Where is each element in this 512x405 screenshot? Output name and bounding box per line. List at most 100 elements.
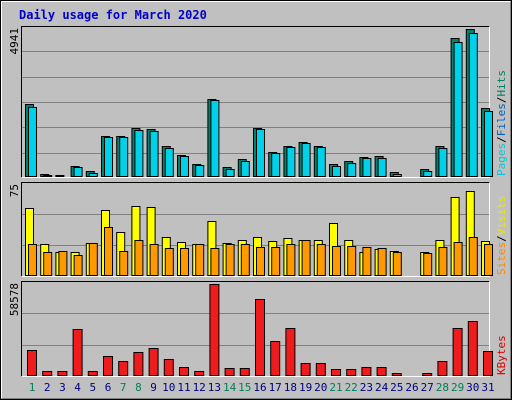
legend-hits-files-pages: Pages/Files/Hits bbox=[495, 70, 508, 176]
bar-kbytes-day-12 bbox=[194, 371, 205, 376]
bar-sites-day-29 bbox=[453, 242, 463, 276]
bar-sites-day-28 bbox=[438, 247, 448, 276]
day-label-4: 4 bbox=[74, 381, 81, 394]
bar-kbytes-day-1 bbox=[27, 350, 37, 376]
chart-title: Daily usage for March 2020 bbox=[19, 8, 207, 22]
legend-kbytes: KBytes bbox=[495, 335, 508, 375]
bar-sites-day-5 bbox=[88, 243, 98, 276]
bar-pages-day-4 bbox=[73, 167, 83, 177]
plot-border-dark bbox=[21, 281, 490, 377]
bar-kbytes-day-24 bbox=[376, 367, 387, 376]
day-label-15: 15 bbox=[238, 381, 251, 394]
day-label-8: 8 bbox=[135, 381, 142, 394]
bar-sites-day-31 bbox=[484, 244, 493, 276]
bar-kbytes-day-25 bbox=[391, 373, 402, 376]
day-label-18: 18 bbox=[284, 381, 297, 394]
bar-kbytes-day-22 bbox=[346, 369, 357, 376]
bar-kbytes-day-5 bbox=[87, 371, 98, 376]
plot-border-light bbox=[21, 182, 490, 277]
panel-visits-sites: 75 Sites/Visits bbox=[8, 182, 508, 277]
bar-sites-day-8 bbox=[134, 240, 144, 276]
day-label-6: 6 bbox=[105, 381, 112, 394]
bar-pages-day-15 bbox=[240, 161, 250, 177]
bar-pages-day-1 bbox=[28, 107, 37, 177]
bar-pages-day-18 bbox=[286, 147, 296, 177]
bar-sites-day-21 bbox=[332, 246, 341, 276]
bar-kbytes-day-31 bbox=[483, 351, 493, 376]
bar-pages-day-6 bbox=[104, 137, 113, 177]
day-label-28: 28 bbox=[436, 381, 449, 394]
bar-sites-day-7 bbox=[119, 251, 129, 276]
bar-pages-day-28 bbox=[438, 148, 448, 177]
bar-pages-day-30 bbox=[468, 33, 478, 177]
bar-sites-day-1 bbox=[28, 244, 37, 276]
bar-kbytes-day-4 bbox=[72, 329, 83, 376]
day-label-25: 25 bbox=[390, 381, 403, 394]
bar-sites-day-30 bbox=[468, 237, 478, 276]
day-label-30: 30 bbox=[466, 381, 479, 394]
legend-separator: / bbox=[495, 97, 508, 104]
bar-kbytes-day-9 bbox=[148, 348, 159, 376]
legend-text: Pages/Files/Hits bbox=[495, 70, 508, 176]
bar-kbytes-day-17 bbox=[270, 341, 281, 376]
day-label-20: 20 bbox=[314, 381, 327, 394]
bar-sites-day-18 bbox=[286, 244, 296, 276]
legend-separator: / bbox=[495, 235, 508, 242]
bar-pages-day-2 bbox=[43, 175, 53, 177]
plot-border-light bbox=[21, 281, 490, 377]
bar-kbytes-day-29 bbox=[452, 328, 463, 376]
bar-pages-day-12 bbox=[195, 165, 205, 177]
legend-entry-kbytes: KBytes bbox=[495, 335, 508, 375]
bar-kbytes-day-15 bbox=[239, 368, 250, 376]
day-label-12: 12 bbox=[193, 381, 206, 394]
day-label-27: 27 bbox=[421, 381, 434, 394]
bar-sites-day-22 bbox=[347, 246, 357, 276]
bar-kbytes-day-3 bbox=[57, 371, 68, 376]
legend-entry-files: Files bbox=[495, 103, 508, 136]
day-label-26: 26 bbox=[405, 381, 418, 394]
bar-hits-day-3 bbox=[55, 175, 65, 177]
bar-pages-day-11 bbox=[180, 156, 189, 177]
bar-pages-day-5 bbox=[88, 173, 98, 177]
bar-sites-day-25 bbox=[392, 252, 402, 276]
chart-panels: 4941Pages/Files/Hits75Sites/Visits58578K… bbox=[8, 26, 508, 377]
bar-pages-day-27 bbox=[423, 171, 433, 177]
day-label-24: 24 bbox=[375, 381, 389, 394]
day-label-7: 7 bbox=[120, 381, 127, 394]
plot-border-dark bbox=[21, 26, 490, 178]
bar-pages-day-10 bbox=[164, 148, 174, 177]
bar-pages-day-13 bbox=[210, 100, 220, 177]
bar-pages-day-22 bbox=[347, 163, 357, 177]
bar-kbytes-day-8 bbox=[133, 352, 144, 376]
legend-entry-hits: Hits bbox=[495, 70, 508, 97]
day-label-22: 22 bbox=[345, 381, 358, 394]
day-label-23: 23 bbox=[360, 381, 373, 394]
bar-sites-day-6 bbox=[104, 227, 113, 276]
bar-pages-day-20 bbox=[316, 147, 326, 177]
frame-bevel-dark bbox=[1, 1, 511, 399]
day-label-21: 21 bbox=[329, 381, 342, 394]
day-label-10: 10 bbox=[162, 381, 175, 394]
bar-kbytes-day-13 bbox=[209, 284, 220, 376]
bar-sites-day-10 bbox=[164, 248, 174, 276]
bar-kbytes-day-10 bbox=[163, 359, 174, 376]
bar-kbytes-day-2 bbox=[42, 371, 53, 376]
bar-kbytes-day-23 bbox=[361, 367, 372, 376]
bar-sites-day-12 bbox=[195, 244, 205, 276]
legend-separator: / bbox=[495, 136, 508, 143]
day-label-11: 11 bbox=[177, 381, 190, 394]
bar-pages-day-19 bbox=[301, 143, 311, 177]
bar-sites-day-2 bbox=[43, 252, 53, 276]
bar-sites-day-9 bbox=[149, 244, 159, 276]
bar-kbytes-day-6 bbox=[103, 356, 113, 376]
bar-kbytes-day-20 bbox=[315, 363, 326, 376]
bar-pages-day-8 bbox=[134, 130, 144, 177]
bar-pages-day-16 bbox=[256, 129, 265, 177]
bar-sites-day-17 bbox=[271, 247, 281, 276]
day-label-3: 3 bbox=[59, 381, 66, 394]
bar-sites-day-15 bbox=[240, 244, 250, 276]
bar-pages-day-31 bbox=[484, 111, 493, 177]
